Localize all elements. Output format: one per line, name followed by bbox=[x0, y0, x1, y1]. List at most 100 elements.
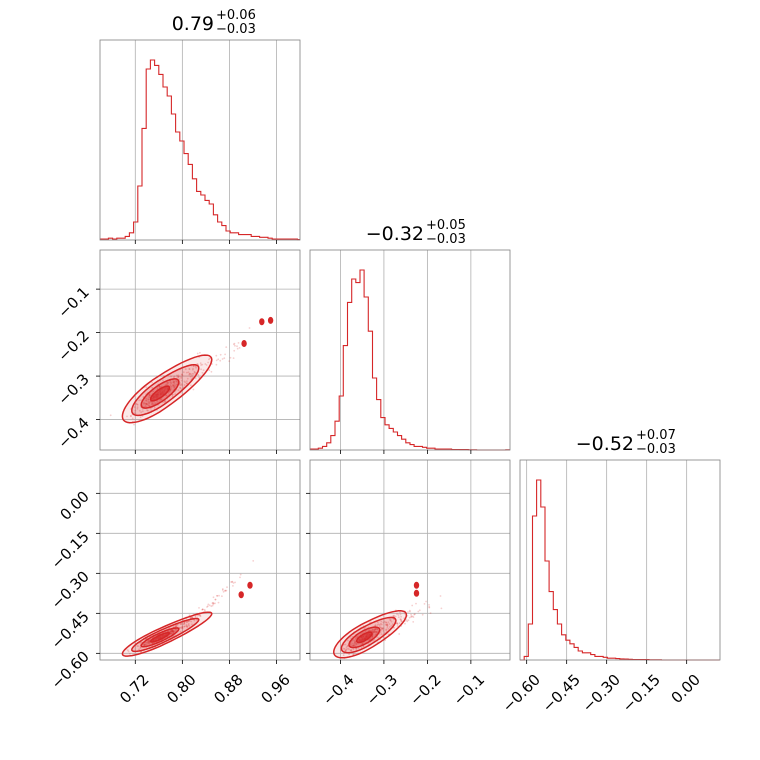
sample-point bbox=[369, 638, 372, 641]
ytick-label-param2: −0.15 bbox=[48, 527, 93, 572]
sample-point bbox=[375, 631, 378, 633]
sample-point bbox=[230, 581, 233, 583]
sample-point bbox=[232, 585, 234, 587]
sample-point bbox=[146, 403, 149, 406]
sample-point bbox=[386, 624, 389, 627]
sample-point bbox=[398, 633, 401, 635]
sample-point bbox=[158, 386, 161, 389]
sample-point bbox=[388, 618, 391, 620]
sample-point bbox=[175, 625, 178, 627]
sample-point bbox=[171, 393, 174, 396]
sample-point bbox=[188, 373, 191, 376]
histogram-1 bbox=[310, 269, 510, 451]
sample-point bbox=[386, 626, 389, 629]
title-minus-error: −0.03 bbox=[216, 22, 256, 37]
sample-point bbox=[371, 635, 374, 638]
sample-point bbox=[136, 403, 138, 406]
sample-point bbox=[160, 398, 163, 401]
xtick-label-param2: −0.30 bbox=[579, 671, 624, 716]
sample-point bbox=[236, 347, 239, 350]
sample-point bbox=[138, 648, 140, 651]
sample-point bbox=[399, 613, 402, 616]
sample-point bbox=[212, 602, 215, 605]
sample-point bbox=[368, 639, 370, 641]
sample-point bbox=[371, 628, 374, 631]
sample-point bbox=[219, 353, 222, 356]
sample-point bbox=[370, 630, 373, 632]
sample-point bbox=[208, 604, 211, 607]
sample-point bbox=[380, 629, 382, 632]
sample-point bbox=[354, 644, 356, 647]
sample-point bbox=[399, 611, 401, 613]
ytick-label-param1: −0.3 bbox=[54, 370, 92, 408]
sample-point bbox=[349, 643, 352, 645]
sample-point bbox=[190, 373, 192, 376]
sample-point bbox=[146, 641, 149, 644]
sample-point bbox=[374, 627, 377, 630]
sample-point bbox=[186, 621, 188, 623]
sample-point bbox=[175, 380, 178, 382]
sample-point bbox=[374, 633, 377, 635]
sample-point bbox=[190, 384, 192, 387]
sample-point bbox=[194, 616, 197, 618]
sample-point bbox=[147, 640, 150, 642]
sample-point bbox=[139, 416, 142, 419]
sample-point bbox=[171, 630, 174, 633]
sample-point bbox=[175, 624, 177, 627]
sample-point bbox=[215, 363, 218, 366]
sample-point bbox=[145, 403, 148, 405]
sample-point bbox=[199, 615, 202, 618]
sample-point bbox=[130, 415, 132, 418]
xtick-label-param1: −0.4 bbox=[319, 671, 357, 709]
sample-point bbox=[356, 635, 358, 638]
xtick-label-param1: −0.1 bbox=[450, 671, 488, 709]
sample-point bbox=[387, 628, 390, 630]
sample-point bbox=[180, 383, 183, 385]
contour-island-1-1 bbox=[238, 591, 244, 599]
xtick-label-param0: 0.96 bbox=[257, 671, 293, 707]
sample-point bbox=[137, 645, 140, 647]
sample-point bbox=[386, 623, 388, 626]
sample-point bbox=[425, 600, 427, 603]
title-param-2: −0.52 +0.07−0.03 bbox=[576, 428, 676, 457]
sample-point bbox=[400, 620, 403, 623]
sample-point bbox=[201, 608, 204, 611]
ytick-label-param2: −0.45 bbox=[48, 607, 93, 652]
sample-point bbox=[400, 620, 403, 622]
contour-island-0-0 bbox=[241, 340, 247, 347]
sample-point bbox=[411, 604, 414, 607]
sample-point bbox=[372, 630, 375, 633]
sample-point bbox=[208, 369, 211, 371]
sample-point bbox=[172, 630, 175, 633]
sample-point bbox=[144, 402, 147, 405]
sample-point bbox=[144, 643, 147, 646]
sample-point bbox=[158, 400, 161, 403]
sample-point bbox=[163, 400, 166, 403]
sample-point bbox=[396, 625, 399, 627]
sample-point bbox=[350, 649, 353, 652]
sample-point bbox=[136, 403, 139, 406]
sample-point bbox=[352, 642, 354, 645]
sample-point bbox=[353, 644, 355, 646]
sample-point bbox=[171, 629, 174, 632]
xtick-label-param2: −0.15 bbox=[619, 671, 664, 716]
sample-point bbox=[355, 643, 358, 645]
sample-point bbox=[405, 619, 408, 621]
panel-1-0-frame bbox=[99, 249, 301, 451]
sample-point bbox=[192, 388, 195, 391]
sample-point bbox=[140, 641, 143, 643]
sample-point bbox=[373, 630, 376, 632]
sample-point bbox=[352, 653, 355, 656]
sample-point bbox=[368, 629, 370, 631]
sample-point bbox=[224, 589, 226, 592]
sample-point bbox=[352, 645, 355, 647]
sample-point bbox=[145, 643, 148, 646]
sample-point bbox=[186, 380, 188, 382]
sample-point bbox=[201, 363, 204, 366]
sample-point bbox=[195, 366, 197, 369]
sample-point bbox=[126, 649, 129, 652]
sample-point bbox=[174, 625, 177, 628]
sample-point bbox=[171, 632, 174, 634]
sample-point bbox=[206, 606, 208, 608]
sample-point bbox=[126, 415, 128, 418]
